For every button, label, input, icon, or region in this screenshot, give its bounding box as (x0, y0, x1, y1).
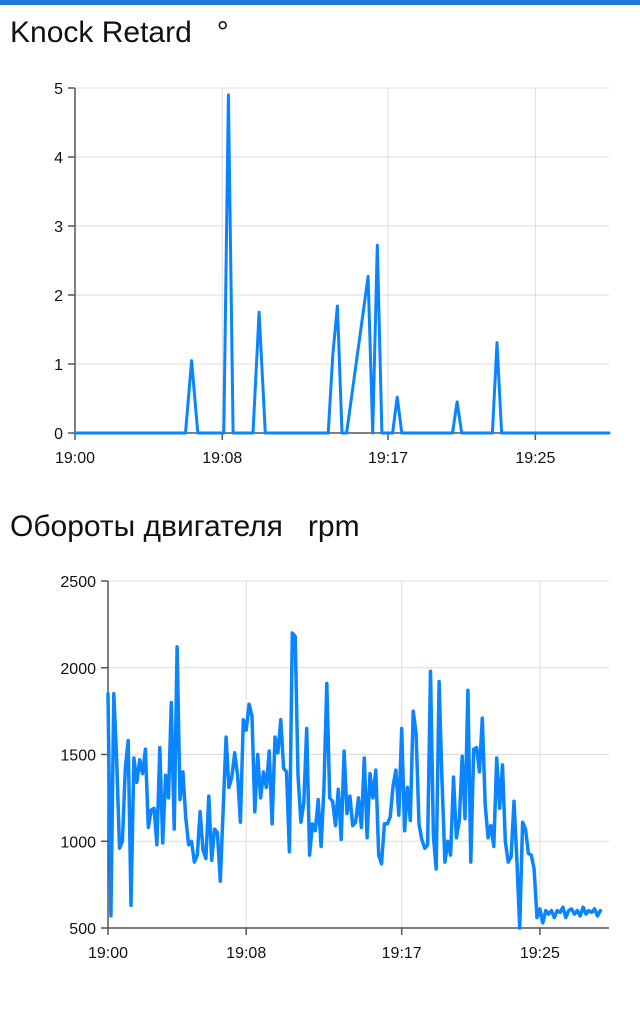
y-tick: 4 (54, 150, 63, 167)
x-tick-label: 19:25 (515, 450, 555, 467)
y-tick-label: 3 (54, 219, 63, 236)
x-tick: 19:25 (515, 450, 555, 467)
plot-area (106, 631, 603, 930)
y-tick-label: 2500 (60, 574, 96, 591)
y-tick: 5 (54, 81, 63, 98)
x-tick: 19:17 (368, 450, 408, 467)
knock-retard-chart: 0 1 2 3 4 5 19:00 19:08 19:17 19:25 (54, 81, 611, 467)
tick-labels: 0 1 2 3 4 5 19:00 19:08 19:17 19:25 (54, 81, 555, 467)
plot-area (73, 93, 611, 435)
tick-labels: 500 1000 1500 2000 2500 19:00 19:08 19:17 19:25 (60, 574, 560, 962)
x-tick-label: 19:00 (88, 945, 128, 962)
y-tick: 500 (69, 921, 96, 938)
y-tick-label: 5 (54, 81, 63, 98)
x-tick-label: 19:17 (368, 450, 408, 467)
series-line (73, 93, 611, 435)
chart-title-text: Обороты двигателя (10, 510, 283, 543)
y-tick-label: 2000 (60, 661, 96, 678)
x-tick: 19:00 (55, 450, 95, 467)
top-accent-bar (0, 0, 640, 5)
y-tick: 2500 (60, 574, 96, 591)
x-tick-label: 19:25 (520, 945, 560, 962)
x-tick: 19:25 (520, 945, 560, 962)
x-tick-label: 19:17 (382, 945, 422, 962)
x-tick: 19:00 (88, 945, 128, 962)
y-tick: 1500 (60, 748, 96, 765)
x-tick-label: 19:00 (55, 450, 95, 467)
x-tick: 19:17 (382, 945, 422, 962)
y-tick: 1 (54, 357, 63, 374)
y-tick-label: 2 (54, 288, 63, 305)
y-tick-label: 1500 (60, 748, 96, 765)
x-tick: 19:08 (202, 450, 242, 467)
y-tick-label: 1 (54, 357, 63, 374)
y-tick: 2 (54, 288, 63, 305)
x-tick-label: 19:08 (226, 945, 266, 962)
chart-unit: rpm (307, 510, 360, 543)
grid (74, 87, 609, 434)
chart-unit: ° (216, 16, 229, 49)
y-tick-label: 500 (69, 921, 96, 938)
chart-title-engine-rpm: Обороты двигателя rpm (10, 510, 360, 544)
y-tick: 0 (54, 426, 63, 443)
axes (101, 580, 609, 935)
y-tick: 1000 (60, 834, 96, 851)
y-tick: 2000 (60, 661, 96, 678)
y-tick-label: 4 (54, 150, 63, 167)
chart-title-text: Knock Retard (10, 16, 192, 49)
y-tick-label: 1000 (60, 834, 96, 851)
x-tick: 19:08 (226, 945, 266, 962)
y-tick-label: 0 (54, 426, 63, 443)
series-line (106, 631, 603, 930)
x-tick-label: 19:08 (202, 450, 242, 467)
chart-title-knock-retard: Knock Retard ° (10, 16, 229, 50)
y-tick: 3 (54, 219, 63, 236)
